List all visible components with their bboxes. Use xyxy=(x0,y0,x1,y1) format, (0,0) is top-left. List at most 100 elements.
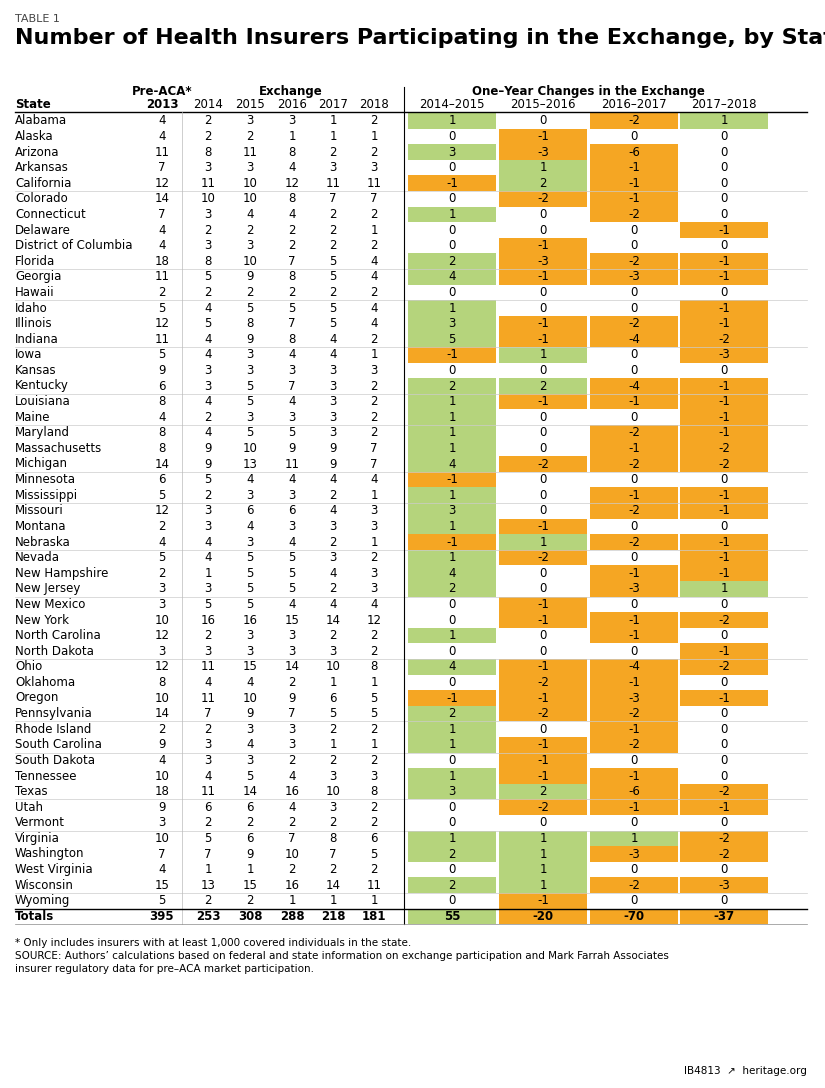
Text: 14: 14 xyxy=(154,707,169,720)
Text: 3: 3 xyxy=(205,520,212,533)
Bar xyxy=(590,690,678,706)
Bar xyxy=(408,830,496,846)
Text: -6: -6 xyxy=(628,786,640,799)
Bar xyxy=(408,316,496,332)
Text: 3: 3 xyxy=(205,739,212,752)
Text: 0: 0 xyxy=(448,193,455,206)
Bar xyxy=(408,737,496,753)
Text: 0: 0 xyxy=(448,614,455,627)
Text: 0: 0 xyxy=(720,863,728,876)
Text: 0: 0 xyxy=(540,816,547,829)
Text: 2014: 2014 xyxy=(193,98,223,111)
Bar xyxy=(680,503,768,519)
Bar xyxy=(499,347,587,362)
Text: -1: -1 xyxy=(537,270,549,283)
Text: 4: 4 xyxy=(329,567,337,580)
Text: -1: -1 xyxy=(718,535,730,548)
Text: 0: 0 xyxy=(720,754,728,767)
Bar xyxy=(680,487,768,503)
Text: 2: 2 xyxy=(370,333,378,346)
Text: 0: 0 xyxy=(720,598,728,610)
Bar xyxy=(680,643,768,659)
Text: 2: 2 xyxy=(205,629,212,642)
Text: 0: 0 xyxy=(448,161,455,174)
Bar xyxy=(499,269,587,285)
Bar xyxy=(680,581,768,596)
Bar xyxy=(590,581,678,596)
Text: 7: 7 xyxy=(370,457,378,470)
Text: Delaware: Delaware xyxy=(15,223,71,236)
Text: New York: New York xyxy=(15,614,69,627)
Text: 0: 0 xyxy=(448,223,455,236)
Text: 12: 12 xyxy=(154,317,169,330)
Text: 6: 6 xyxy=(246,505,254,517)
Text: 0: 0 xyxy=(540,473,547,486)
Bar xyxy=(408,581,496,596)
Text: -2: -2 xyxy=(718,832,730,845)
Text: 5: 5 xyxy=(329,255,337,268)
Text: Nevada: Nevada xyxy=(15,552,60,564)
Text: 4: 4 xyxy=(205,301,212,314)
Text: 4: 4 xyxy=(158,114,166,127)
Bar xyxy=(499,456,587,472)
Text: 7: 7 xyxy=(205,707,212,720)
Text: 4: 4 xyxy=(288,395,295,408)
Bar xyxy=(499,706,587,721)
Text: -1: -1 xyxy=(446,176,458,189)
Text: -1: -1 xyxy=(537,598,549,610)
Bar xyxy=(680,347,768,362)
Bar xyxy=(408,456,496,472)
Text: 1: 1 xyxy=(630,832,638,845)
Text: Kentucky: Kentucky xyxy=(15,380,68,393)
Text: 0: 0 xyxy=(630,816,638,829)
Text: 0: 0 xyxy=(448,863,455,876)
Text: -1: -1 xyxy=(446,348,458,361)
Bar xyxy=(590,830,678,846)
Text: 181: 181 xyxy=(361,910,386,923)
Text: 2: 2 xyxy=(288,863,295,876)
Bar xyxy=(590,175,678,191)
Text: 8: 8 xyxy=(205,146,212,159)
Bar xyxy=(408,846,496,862)
Text: 16: 16 xyxy=(200,614,215,627)
Bar xyxy=(590,145,678,160)
Text: 5: 5 xyxy=(329,317,337,330)
Text: 3: 3 xyxy=(370,505,378,517)
Text: 1: 1 xyxy=(448,722,455,735)
Text: 0: 0 xyxy=(630,863,638,876)
Text: -2: -2 xyxy=(537,707,549,720)
Text: 8: 8 xyxy=(158,426,166,440)
Text: 9: 9 xyxy=(246,848,254,861)
Text: 11: 11 xyxy=(154,146,169,159)
Text: 11: 11 xyxy=(366,176,381,189)
Text: 7: 7 xyxy=(288,707,295,720)
Text: 2: 2 xyxy=(205,114,212,127)
Text: 2: 2 xyxy=(246,129,254,143)
Text: 0: 0 xyxy=(540,363,547,376)
Text: 4: 4 xyxy=(288,348,295,361)
Text: 1: 1 xyxy=(448,739,455,752)
Text: 3: 3 xyxy=(205,363,212,376)
Text: 11: 11 xyxy=(326,176,341,189)
Text: 3: 3 xyxy=(288,629,295,642)
Text: 0: 0 xyxy=(720,286,728,299)
Text: 5: 5 xyxy=(247,769,254,782)
Text: 9: 9 xyxy=(158,363,166,376)
Text: 11: 11 xyxy=(154,270,169,283)
Text: 4: 4 xyxy=(205,552,212,564)
Bar xyxy=(408,145,496,160)
Text: 5: 5 xyxy=(205,473,212,486)
Text: Oregon: Oregon xyxy=(15,692,59,705)
Text: 2: 2 xyxy=(329,223,337,236)
Text: 7: 7 xyxy=(288,380,295,393)
Text: 13: 13 xyxy=(200,879,215,892)
Text: 1: 1 xyxy=(370,894,378,907)
Text: -1: -1 xyxy=(718,801,730,814)
Text: 0: 0 xyxy=(540,489,547,502)
Text: 0: 0 xyxy=(720,816,728,829)
Text: 0: 0 xyxy=(630,598,638,610)
Text: -2: -2 xyxy=(628,114,640,127)
Text: TABLE 1: TABLE 1 xyxy=(15,14,60,24)
Text: Pennsylvania: Pennsylvania xyxy=(15,707,92,720)
Text: 4: 4 xyxy=(288,598,295,610)
